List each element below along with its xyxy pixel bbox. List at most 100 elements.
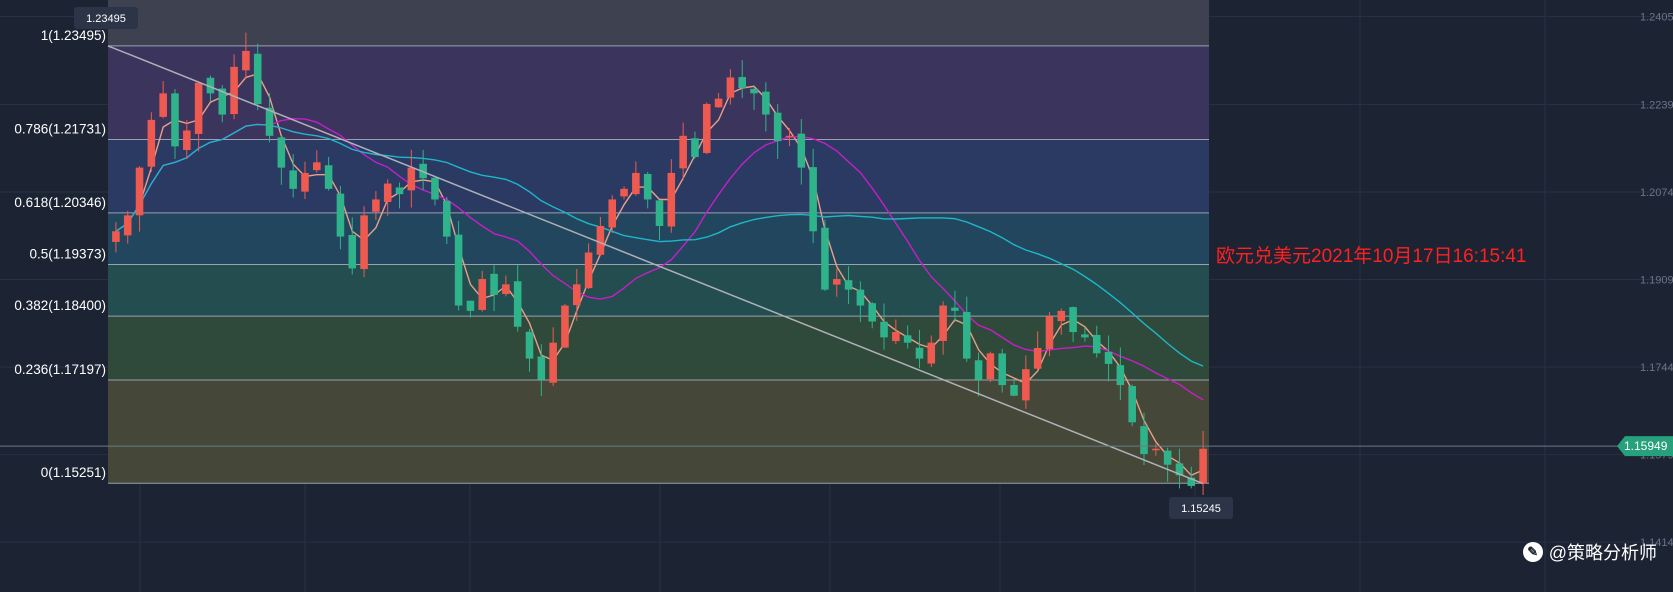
candle (951, 307, 959, 311)
candle (289, 170, 297, 189)
ma-mid-line (115, 117, 1204, 401)
candle (490, 273, 498, 295)
candle (372, 199, 380, 212)
fib-level-label: 0(1.15251) (41, 465, 106, 480)
candle (797, 133, 806, 168)
candle (939, 305, 947, 342)
price-tick-label: 1.1414 (1640, 537, 1673, 549)
candle (1045, 316, 1054, 349)
candle (183, 130, 191, 151)
high-marker-label: 1.23495 (86, 13, 126, 25)
candle (159, 93, 167, 117)
candle (324, 165, 333, 189)
candle (1152, 448, 1160, 451)
candle (1081, 334, 1089, 338)
candle (974, 360, 983, 380)
candle (679, 135, 687, 169)
price-tick-label: 1.2074 (1640, 187, 1673, 199)
candle (336, 193, 345, 237)
candle (608, 199, 617, 228)
candle (726, 77, 735, 98)
candle (903, 335, 912, 343)
fib-band (108, 316, 1209, 380)
candle (738, 77, 747, 89)
candle (454, 234, 463, 306)
candle (821, 227, 829, 290)
price-tick-label: 1.1909 (1640, 275, 1673, 287)
candle (1022, 369, 1030, 401)
candle (1104, 351, 1113, 364)
fib-level-label: 0.786(1.21731) (14, 121, 106, 136)
candle (1092, 334, 1101, 354)
candle (702, 103, 711, 153)
candle (620, 188, 628, 197)
fib-band (108, 264, 1209, 317)
candle (1069, 307, 1077, 333)
candle (1163, 450, 1172, 465)
candle (844, 280, 853, 290)
candle (1128, 386, 1136, 423)
moving-averages (115, 73, 1204, 477)
candle (962, 311, 971, 359)
candle (868, 303, 876, 322)
candle (478, 279, 487, 310)
candle (313, 162, 321, 171)
fib-band (108, 379, 1209, 484)
fibonacci-labels: 1(1.23495) 0.786(1.21731) 0.618(1.20346) 0.… (14, 28, 106, 480)
candle (773, 112, 782, 142)
fib-level-label: 0.5(1.19373) (29, 247, 106, 262)
candle (171, 93, 179, 147)
ma-long-line (115, 123, 1204, 367)
candle (301, 172, 309, 192)
candle (395, 187, 404, 195)
candle (218, 88, 227, 115)
logo-icon: ✎ (1522, 542, 1543, 562)
candle (147, 119, 156, 167)
candle (856, 289, 865, 306)
candle (927, 342, 936, 364)
candle (714, 98, 723, 108)
candle (1057, 310, 1066, 322)
candle (549, 342, 557, 383)
candle (809, 167, 817, 232)
fibonacci-bands (108, 0, 1209, 484)
candle (1010, 385, 1018, 396)
candle (431, 177, 439, 200)
candle (632, 172, 640, 195)
candle (443, 200, 451, 237)
candle (360, 215, 368, 270)
low-marker-label: 1.15245 (1181, 503, 1221, 515)
candle (1116, 365, 1125, 386)
candle (466, 300, 475, 311)
candle (1033, 347, 1042, 369)
fib-level-label: 0.382(1.18400) (14, 298, 106, 313)
candle (419, 163, 427, 179)
candle (206, 77, 215, 94)
candle (230, 66, 238, 115)
candle (785, 135, 794, 138)
low-marker: 1.15245 (1169, 497, 1233, 519)
candle (277, 137, 286, 168)
candle (572, 284, 581, 306)
candle (407, 167, 416, 191)
price-tick-label: 1.1744 (1640, 362, 1673, 374)
trend-line (107, 45, 1204, 485)
candle (383, 183, 392, 202)
candle (892, 332, 900, 342)
candle (998, 353, 1006, 386)
high-marker: 1.23495 (74, 7, 138, 29)
candle (194, 82, 203, 134)
candle (513, 281, 522, 327)
candle (1187, 477, 1196, 486)
current-price-label: 1.15949 (1624, 439, 1668, 453)
candle (1175, 463, 1184, 476)
candle (265, 107, 274, 136)
candle (242, 50, 250, 71)
candles (112, 32, 1207, 496)
candle (643, 173, 652, 200)
candle (253, 53, 262, 104)
candle (135, 167, 144, 216)
candle (596, 225, 605, 255)
candle (832, 279, 841, 285)
